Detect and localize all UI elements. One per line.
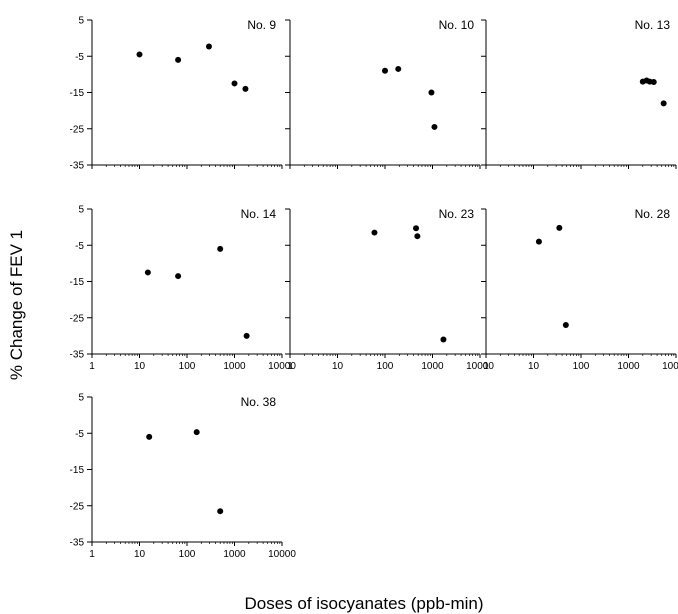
- data-point: [205, 43, 212, 50]
- x-tick-label: 10000: [662, 361, 678, 372]
- panel-title: No. 23: [439, 207, 475, 221]
- data-point: [243, 332, 250, 339]
- data-point: [428, 89, 435, 96]
- x-tick-label: 10: [134, 361, 146, 372]
- data-point: [242, 85, 249, 92]
- data-point: [650, 78, 657, 85]
- chart-panel: 5 -5 -15 -25 -35 1 10 100 1000 10000 No. 14: [70, 205, 297, 373]
- x-tick-label: 10000: [268, 549, 296, 560]
- y-tick-label: 5: [78, 205, 84, 216]
- y-tick-label: -35: [70, 350, 85, 361]
- data-point: [217, 245, 224, 252]
- panel-title: No. 13: [635, 18, 671, 32]
- data-point: [136, 51, 143, 58]
- chart-panel: 1 10 100 1000 10000 No. 23: [285, 207, 494, 372]
- y-tick-label: -15: [70, 88, 85, 99]
- x-tick-label: 10: [528, 361, 540, 372]
- panel-title: No. 38: [241, 395, 277, 409]
- data-point: [146, 433, 153, 440]
- panel-title: No. 14: [241, 207, 277, 221]
- data-point: [562, 322, 569, 328]
- x-tick-label: 1: [89, 361, 95, 372]
- x-tick-label: 10000: [466, 361, 494, 372]
- y-tick-label: 5: [78, 16, 84, 27]
- x-axis-label: Doses of isocyanates (ppb-min): [244, 594, 483, 613]
- data-point: [217, 508, 224, 515]
- data-point: [175, 273, 182, 280]
- data-point: [175, 56, 182, 63]
- panel-title: No. 28: [635, 207, 671, 221]
- data-point: [193, 429, 200, 436]
- x-tick-label: 1000: [223, 549, 246, 560]
- x-tick-label: 1000: [421, 361, 444, 372]
- y-tick-label: -25: [70, 124, 85, 135]
- x-tick-label: 1: [287, 361, 293, 372]
- data-point: [395, 65, 402, 72]
- chart-panel: No. 13: [481, 18, 677, 169]
- data-point: [556, 224, 563, 231]
- x-tick-label: 100: [179, 361, 196, 372]
- y-tick-label: -25: [70, 313, 85, 324]
- x-tick-label: 10000: [268, 361, 296, 372]
- x-tick-label: 1: [89, 549, 95, 560]
- panel-title: No. 10: [439, 18, 475, 32]
- chart-panel: 5 -5 -15 -25 -35 1 10 100 1000 10000 No. 38: [70, 393, 297, 561]
- data-point: [535, 238, 542, 245]
- x-tick-label: 1000: [617, 361, 640, 372]
- y-tick-label: -5: [75, 429, 84, 440]
- data-point: [413, 225, 420, 232]
- x-tick-label: 10: [332, 361, 344, 372]
- data-point: [371, 229, 378, 236]
- chart-panel: 1 10 100 1000 10000 No. 28: [481, 207, 678, 372]
- data-point: [382, 67, 388, 74]
- y-tick-label: -25: [70, 501, 85, 512]
- y-tick-label: -15: [70, 277, 85, 288]
- y-tick-label: -35: [70, 538, 85, 549]
- data-point: [231, 80, 238, 87]
- panel-title: No. 9: [247, 18, 276, 32]
- y-tick-label: -15: [70, 465, 85, 476]
- x-tick-label: 100: [179, 549, 196, 560]
- data-point: [144, 269, 151, 276]
- y-tick-label: -5: [75, 52, 84, 63]
- data-point: [440, 336, 447, 343]
- x-tick-label: 1: [483, 361, 489, 372]
- x-tick-label: 100: [377, 361, 394, 372]
- x-tick-label: 100: [573, 361, 590, 372]
- data-point: [431, 123, 438, 130]
- chart-panel: 5 -5 -15 -25 -35 No. 9: [70, 16, 283, 172]
- y-axis-label: % Change of FEV 1: [7, 230, 26, 380]
- x-tick-label: 10: [134, 549, 146, 560]
- data-point: [414, 233, 421, 240]
- x-tick-label: 1000: [223, 361, 246, 372]
- data-point: [660, 100, 667, 107]
- panels: 5 -5 -15 -25 -35 No. 9 No. 10 No. 13 5 -5 -15 -25 -3…: [70, 16, 678, 561]
- chart-panel: No. 10: [285, 18, 481, 169]
- y-tick-label: 5: [78, 393, 84, 404]
- y-tick-label: -35: [70, 161, 85, 172]
- y-tick-label: -5: [75, 241, 84, 252]
